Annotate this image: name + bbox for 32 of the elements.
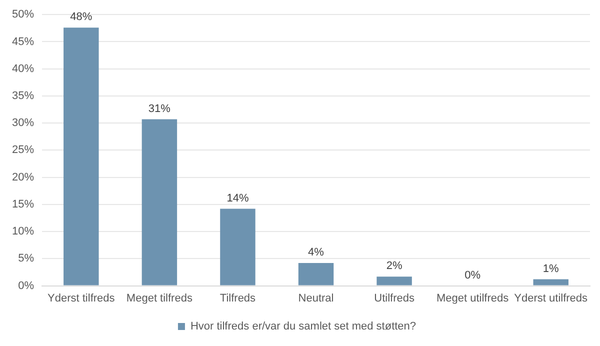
x-tick-label: Yderst utilfreds <box>514 292 588 304</box>
y-tick-label: 50% <box>12 8 34 21</box>
legend-label: Hvor tilfreds er/var du samlet set med støtten? <box>190 320 416 333</box>
data-label: 1% <box>542 262 560 275</box>
x-tick-label: Yderst tilfreds <box>48 292 116 304</box>
x-tick-label: Meget utilfreds <box>436 292 510 304</box>
y-tick-label: 45% <box>12 36 34 48</box>
y-tick-label: 15% <box>12 198 34 210</box>
bar <box>298 263 334 286</box>
data-label: 31% <box>148 102 171 115</box>
bar <box>533 279 568 286</box>
y-tick-label: 30% <box>12 117 34 130</box>
y-tick-label: 25% <box>12 144 34 156</box>
bar <box>376 276 412 286</box>
bar <box>64 28 99 286</box>
data-label: 14% <box>226 192 249 204</box>
x-tick-label: Meget tilfreds <box>126 292 193 304</box>
x-tick-label: Neutral <box>298 292 334 304</box>
bar <box>220 208 256 286</box>
x-tick-label: Tilfreds <box>220 292 256 304</box>
y-tick-label: 0% <box>18 280 34 292</box>
data-label: 2% <box>386 260 402 272</box>
y-tick-label: 10% <box>12 226 34 238</box>
y-tick-label: 5% <box>18 252 34 265</box>
y-tick-label: 40% <box>12 62 34 75</box>
data-label: 48% <box>70 11 92 24</box>
data-label: 4% <box>308 246 324 259</box>
y-tick-label: 20% <box>12 171 34 184</box>
data-label: 0% <box>464 269 481 282</box>
x-tick-label: Utilfreds <box>374 292 415 304</box>
bar <box>142 119 178 286</box>
y-tick-label: 35% <box>12 90 34 102</box>
